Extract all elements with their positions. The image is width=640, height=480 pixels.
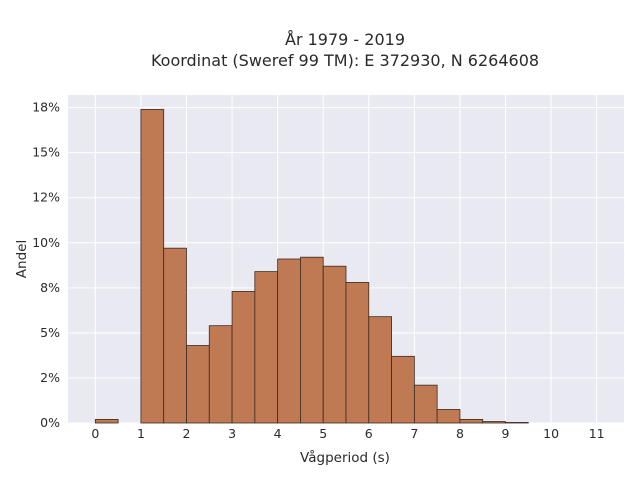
y-tick-label: 5% bbox=[40, 325, 60, 340]
histogram-bar bbox=[436, 409, 461, 424]
x-tick-label: 7 bbox=[410, 426, 418, 441]
histogram-bar bbox=[391, 355, 415, 424]
x-tick-label: 5 bbox=[319, 426, 327, 441]
bars bbox=[94, 109, 529, 424]
histogram-bar bbox=[208, 325, 233, 424]
x-tick-label: 3 bbox=[228, 426, 236, 441]
chart-subtitle: Koordinat (Sweref 99 TM): E 372930, N 62… bbox=[151, 51, 539, 70]
histogram-bar bbox=[368, 316, 392, 424]
y-tick-label: 8% bbox=[40, 280, 60, 295]
histogram-bar bbox=[482, 421, 506, 424]
histogram-bar bbox=[300, 256, 324, 424]
chart-title: År 1979 - 2019 bbox=[285, 30, 405, 49]
histogram-bar bbox=[345, 282, 370, 424]
histogram-bar bbox=[186, 345, 210, 424]
histogram-bar bbox=[231, 291, 256, 424]
y-tick-label: 18% bbox=[32, 100, 60, 115]
y-tick-label: 15% bbox=[32, 145, 60, 160]
y-tick-label: 10% bbox=[32, 235, 60, 250]
histogram-bar bbox=[459, 418, 484, 424]
histogram-bar bbox=[94, 418, 119, 424]
x-tick-label: 9 bbox=[502, 426, 510, 441]
y-axis-label: Andel bbox=[14, 240, 30, 278]
x-tick-label: 6 bbox=[365, 426, 373, 441]
x-tick-label: 2 bbox=[183, 426, 191, 441]
histogram-bar bbox=[413, 384, 438, 424]
x-axis-ticks: 0 1 2 3 4 5 6 7 8 9 10 11 bbox=[91, 426, 604, 441]
histogram-bar bbox=[277, 258, 301, 424]
histogram-bar bbox=[505, 422, 529, 424]
histogram-bar bbox=[322, 265, 347, 424]
x-tick-label: 8 bbox=[456, 426, 464, 441]
x-tick-label: 11 bbox=[589, 426, 605, 441]
histogram-bar bbox=[140, 109, 165, 424]
x-tick-label: 4 bbox=[274, 426, 282, 441]
x-tick-label: 1 bbox=[137, 426, 145, 441]
histogram-bar bbox=[163, 247, 187, 424]
y-tick-label: 0% bbox=[40, 415, 60, 430]
x-tick-label: 0 bbox=[91, 426, 99, 441]
y-tick-label: 2% bbox=[40, 370, 60, 385]
x-axis-label: Vågperiod (s) bbox=[300, 449, 390, 466]
y-axis-ticks: 0% 2% 5% 8% 10% 12% 15% 18% bbox=[32, 100, 60, 430]
x-tick-label: 10 bbox=[543, 426, 559, 441]
y-tick-label: 12% bbox=[32, 190, 60, 205]
histogram-bar bbox=[254, 271, 279, 424]
